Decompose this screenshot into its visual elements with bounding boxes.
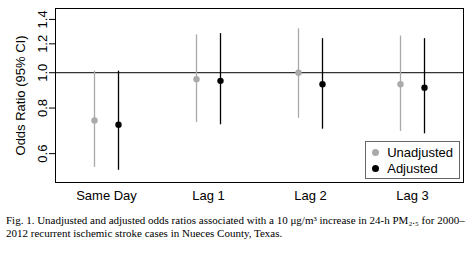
svg-text:Lag 2: Lag 2 — [294, 188, 327, 203]
svg-text:Lag 1: Lag 1 — [192, 188, 225, 203]
html-text:Fig. 1. Unadjusted and adjuste: Fig. 1. Unadjusted and adjusted odds rat… — [6, 214, 465, 239]
svg-text:1.2: 1.2 — [35, 35, 50, 53]
svg-text:1.0: 1.0 — [35, 64, 50, 82]
svg-text:Lag 3: Lag 3 — [396, 188, 429, 203]
svg-text:Same Day: Same Day — [76, 188, 137, 203]
svg-text:0.8: 0.8 — [35, 99, 50, 117]
svg-text:0.6: 0.6 — [35, 145, 50, 163]
html-text:Unadjusted: Unadjusted — [387, 144, 453, 160]
html-text:Adjusted: Adjusted — [387, 160, 438, 176]
svg-text:Odds Ratio (95% CI): Odds Ratio (95% CI) — [13, 36, 28, 156]
svg-text:1.4: 1.4 — [35, 10, 50, 28]
